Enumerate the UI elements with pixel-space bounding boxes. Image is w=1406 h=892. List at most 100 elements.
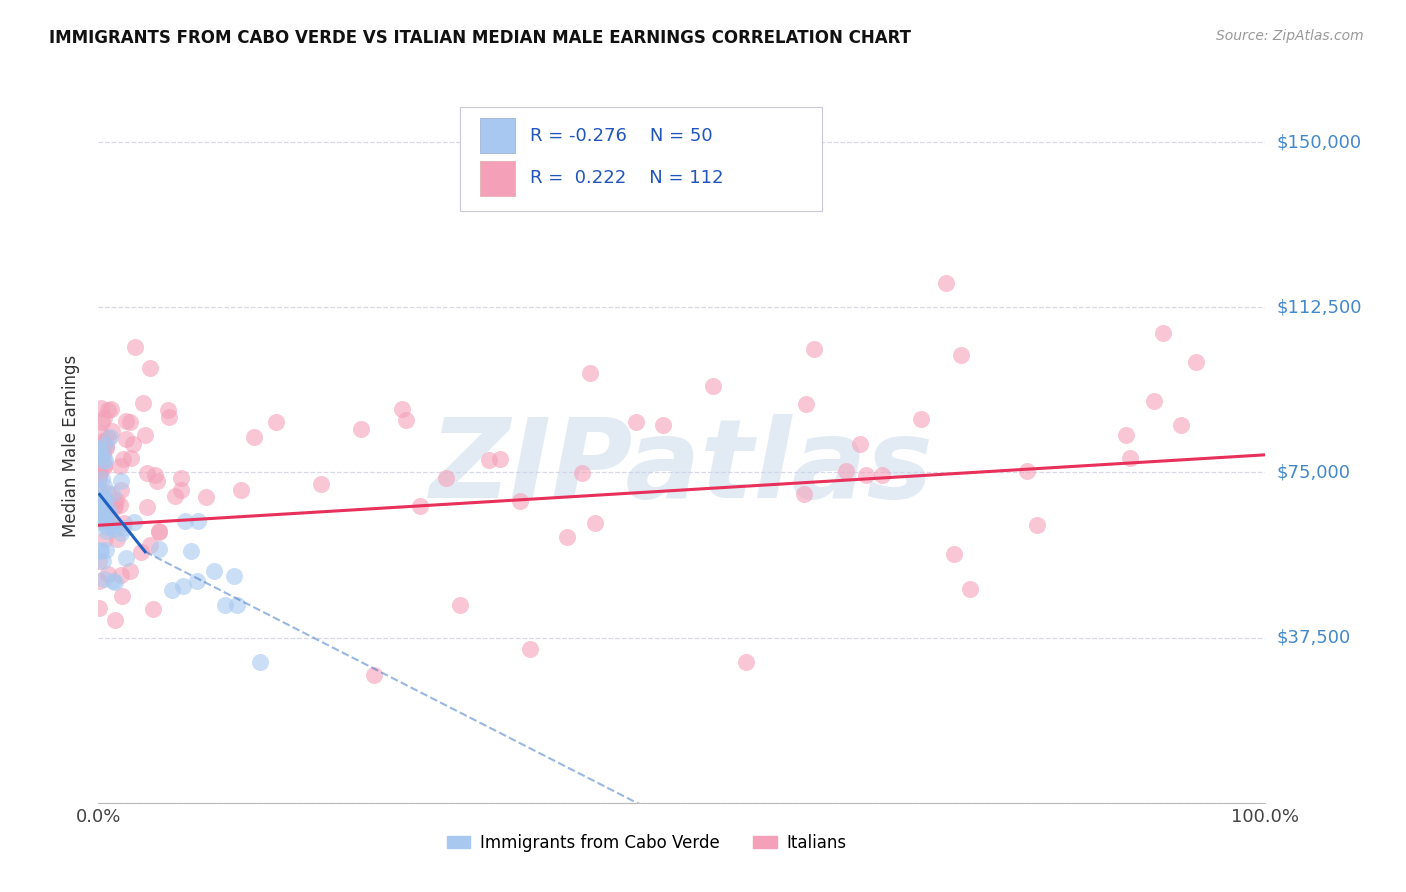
- Point: [87, 458, 110, 473]
- Point: [195, 490, 218, 504]
- Point: [96, 439, 118, 453]
- Point: [90, 449, 112, 463]
- Point: [363, 668, 385, 682]
- Text: IMMIGRANTS FROM CABO VERDE VS ITALIAN MEDIAN MALE EARNINGS CORRELATION CHART: IMMIGRANTS FROM CABO VERDE VS ITALIAN ME…: [49, 29, 911, 47]
- Point: [243, 430, 266, 444]
- Point: [163, 489, 186, 503]
- Point: [103, 522, 125, 536]
- Point: [391, 401, 413, 416]
- Point: [93, 411, 115, 425]
- Point: [93, 436, 115, 450]
- Point: [122, 437, 145, 451]
- Point: [139, 360, 162, 375]
- Point: [1170, 418, 1192, 433]
- Point: [89, 426, 111, 441]
- Point: [94, 542, 117, 557]
- Point: [1025, 518, 1047, 533]
- Point: [93, 458, 115, 473]
- Point: [187, 514, 209, 528]
- Point: [794, 397, 817, 411]
- Point: [309, 477, 332, 491]
- Point: [214, 598, 236, 612]
- Text: R =  0.222    N = 112: R = 0.222 N = 112: [530, 169, 724, 187]
- Point: [91, 513, 114, 527]
- Point: [1184, 354, 1206, 368]
- Point: [734, 655, 756, 669]
- Point: [89, 543, 111, 558]
- Point: [90, 506, 112, 520]
- Text: R = -0.276    N = 50: R = -0.276 N = 50: [530, 127, 713, 145]
- Point: [160, 583, 183, 598]
- Point: [89, 482, 111, 496]
- Point: [489, 451, 512, 466]
- Point: [835, 465, 858, 479]
- Legend: Immigrants from Cabo Verde, Italians: Immigrants from Cabo Verde, Italians: [440, 828, 853, 859]
- Point: [910, 411, 932, 425]
- Point: [94, 496, 117, 510]
- Point: [157, 410, 180, 425]
- Point: [142, 602, 165, 616]
- Point: [93, 479, 115, 493]
- Point: [91, 490, 114, 504]
- Point: [132, 395, 155, 409]
- Point: [91, 554, 114, 568]
- Point: [583, 516, 606, 531]
- Point: [134, 427, 156, 442]
- Point: [135, 500, 157, 514]
- Point: [90, 544, 112, 558]
- Point: [91, 415, 114, 429]
- Point: [96, 520, 118, 534]
- Point: [651, 417, 673, 432]
- Point: [87, 492, 110, 507]
- Point: [172, 579, 194, 593]
- Point: [98, 516, 121, 530]
- Point: [478, 452, 501, 467]
- Point: [112, 451, 135, 466]
- Point: [395, 412, 418, 426]
- Point: [1152, 326, 1174, 341]
- Point: [519, 641, 541, 656]
- Point: [1115, 427, 1137, 442]
- Point: [94, 441, 117, 455]
- Point: [108, 499, 131, 513]
- Point: [90, 499, 112, 513]
- Point: [89, 472, 111, 486]
- Point: [249, 655, 271, 669]
- Point: [143, 467, 166, 482]
- Point: [115, 551, 138, 566]
- Point: [89, 508, 111, 522]
- Y-axis label: Median Male Earnings: Median Male Earnings: [62, 355, 80, 537]
- Point: [139, 538, 162, 552]
- Point: [105, 532, 128, 546]
- Point: [174, 514, 197, 528]
- Point: [97, 566, 120, 581]
- Point: [118, 565, 141, 579]
- Point: [104, 498, 127, 512]
- Point: [231, 483, 253, 498]
- Point: [100, 519, 122, 533]
- Point: [135, 466, 157, 480]
- Point: [98, 512, 121, 526]
- Point: [101, 487, 124, 501]
- Point: [93, 491, 115, 505]
- Point: [157, 403, 180, 417]
- Point: [1017, 464, 1039, 478]
- Point: [180, 544, 202, 558]
- Text: ZIPatlas: ZIPatlas: [430, 414, 934, 521]
- Point: [124, 340, 146, 354]
- Point: [100, 429, 122, 443]
- Point: [110, 526, 132, 541]
- Point: [89, 466, 111, 480]
- Point: [111, 589, 134, 603]
- Point: [959, 582, 981, 596]
- Point: [94, 509, 117, 524]
- Point: [226, 598, 249, 612]
- Point: [350, 421, 373, 435]
- Point: [942, 547, 965, 561]
- Point: [131, 545, 153, 559]
- Point: [89, 574, 111, 588]
- Point: [93, 512, 115, 526]
- Point: [170, 471, 193, 485]
- Point: [579, 366, 602, 380]
- Point: [91, 471, 114, 485]
